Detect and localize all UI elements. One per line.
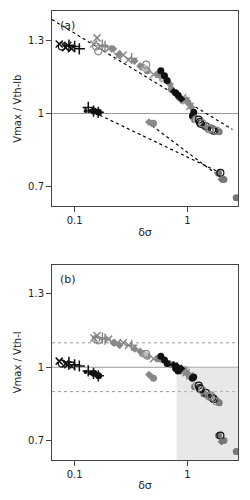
svg-text:1: 1: [184, 215, 190, 226]
svg-text:Vmax / Vth-lb: Vmax / Vth-lb: [12, 75, 23, 143]
svg-text:Vmax / Vth-l: Vmax / Vth-l: [12, 331, 23, 393]
svg-text:0.1: 0.1: [67, 215, 83, 226]
svg-text:1: 1: [38, 362, 44, 373]
svg-text:δσ: δσ: [138, 226, 152, 239]
svg-text:0.7: 0.7: [28, 181, 44, 192]
svg-text:1.3: 1.3: [28, 288, 44, 299]
svg-text:1: 1: [38, 108, 44, 119]
svg-text:1.3: 1.3: [28, 35, 44, 46]
svg-text:0.7: 0.7: [28, 435, 44, 446]
svg-text:δσ: δσ: [138, 479, 152, 492]
svg-text:(b): (b): [60, 273, 76, 286]
svg-text:(a): (a): [60, 19, 75, 32]
svg-text:1: 1: [184, 469, 190, 480]
svg-text:0.1: 0.1: [67, 469, 83, 480]
